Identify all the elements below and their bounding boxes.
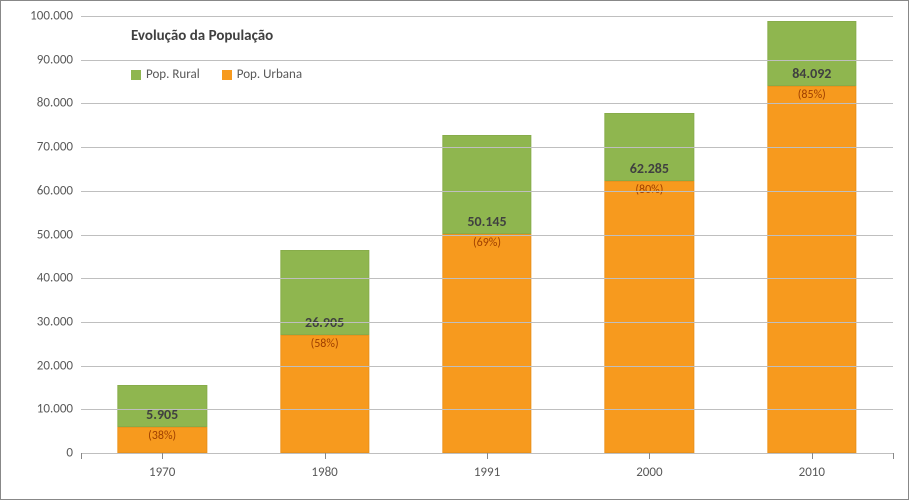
y-axis-label: 60.000 — [37, 183, 73, 198]
x-tick — [81, 453, 82, 459]
bar-group: 50.145 (69%) — [442, 135, 531, 453]
legend-item-rural: Pop. Rural — [131, 67, 200, 82]
population-evolution-chart: 5.905(38%)26.905(58%)50.145(69%)62.285(8… — [0, 0, 909, 500]
y-axis-label: 80.000 — [37, 96, 73, 111]
gridline — [81, 409, 893, 410]
x-axis-label: 1970 — [149, 465, 175, 480]
legend-item-urbana: Pop. Urbana — [222, 67, 302, 82]
gridline — [81, 103, 893, 104]
gridline — [81, 16, 893, 17]
y-axis-label: 20.000 — [37, 358, 73, 373]
bar-group: 62.285(80%) — [605, 113, 694, 453]
x-axis-label: 1991 — [474, 465, 500, 480]
bar-pct-label: (38%) — [148, 429, 176, 443]
bar-pct-label: (69%) — [473, 236, 501, 250]
bar-segment-urbana — [605, 181, 694, 453]
bar-pct-label: (85%) — [798, 88, 826, 102]
gridline — [81, 235, 893, 236]
bar-group: 26.905 (58%) — [280, 250, 369, 453]
legend-swatch-rural — [131, 70, 141, 80]
bar-group: 5.905(38%) — [118, 385, 207, 453]
bar-segment-urbana — [442, 234, 531, 453]
bar-group: 84.092 (85%) — [767, 21, 856, 453]
legend-swatch-urbana — [222, 70, 232, 80]
gridline — [81, 60, 893, 61]
x-axis-label: 2000 — [636, 465, 662, 480]
y-axis-label: 100.000 — [30, 9, 73, 24]
legend-label-rural: Pop. Rural — [146, 67, 200, 82]
gridline — [81, 322, 893, 323]
bar-value-label: 62.285 — [630, 160, 669, 177]
bar-pct-label: (58%) — [311, 337, 339, 351]
x-tick — [487, 453, 488, 459]
x-tick — [325, 453, 326, 459]
y-axis-label: 70.000 — [37, 140, 73, 155]
x-tick — [812, 453, 813, 459]
y-axis-label: 30.000 — [37, 314, 73, 329]
chart-title: Evolução da População — [131, 27, 273, 45]
x-tick — [893, 453, 894, 459]
x-tick — [649, 453, 650, 459]
y-axis-label: 40.000 — [37, 271, 73, 286]
x-axis-label: 1980 — [311, 465, 337, 480]
gridline — [81, 147, 893, 148]
y-axis-label: 0 — [66, 446, 73, 461]
bar-value-label: 26.905 — [305, 314, 344, 331]
bar-value-label: 50.145 — [467, 213, 506, 230]
y-axis-label: 50.000 — [37, 227, 73, 242]
gridline — [81, 278, 893, 279]
gridline — [81, 366, 893, 367]
bar-segment-urbana — [280, 335, 369, 453]
bar-segment-urbana — [767, 86, 856, 453]
gridline — [81, 191, 893, 192]
y-axis-label: 90.000 — [37, 52, 73, 67]
legend-label-urbana: Pop. Urbana — [237, 67, 302, 82]
bar-value-label: 84.092 — [792, 65, 831, 82]
x-axis-label: 2010 — [799, 465, 825, 480]
x-tick — [162, 453, 163, 459]
y-axis-label: 10.000 — [37, 402, 73, 417]
legend: Pop. Rural Pop. Urbana — [131, 67, 302, 82]
